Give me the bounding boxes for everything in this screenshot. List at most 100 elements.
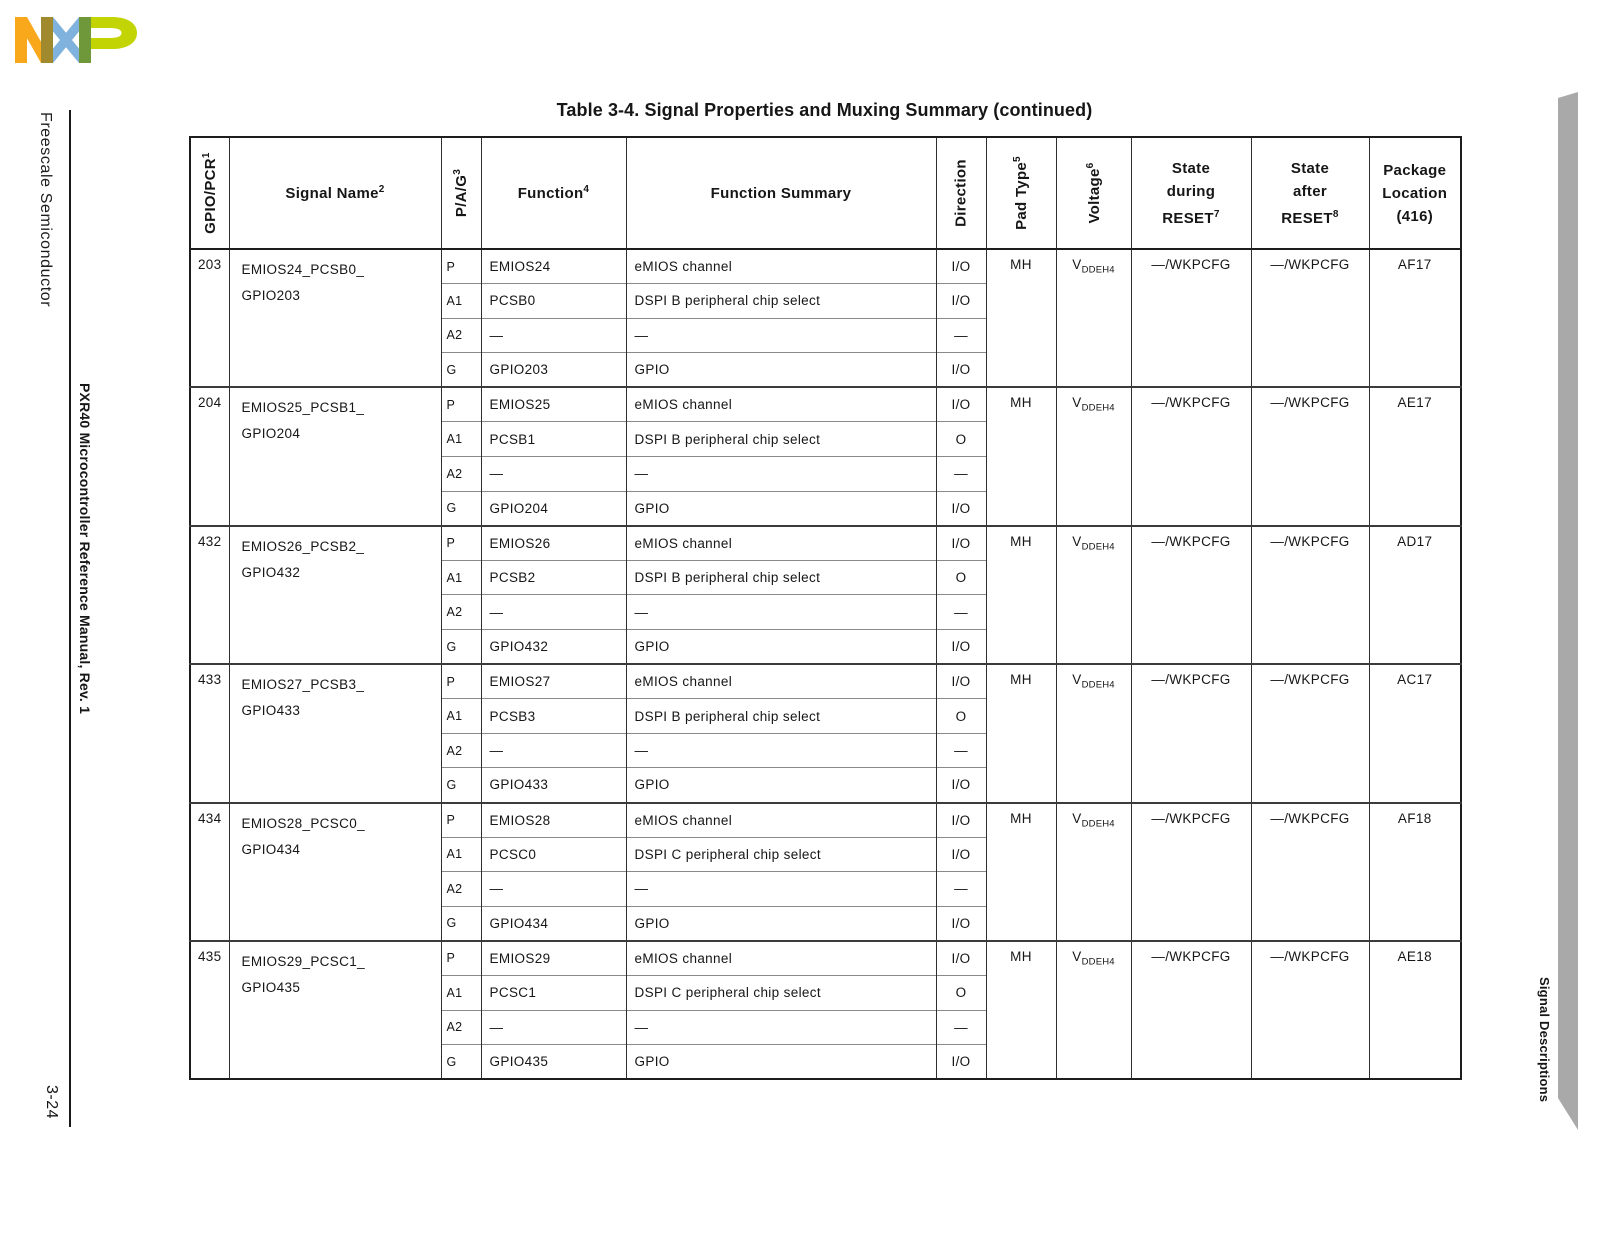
table-row: G GPIO203 GPIO I/O <box>190 352 1461 388</box>
summary-cell: — <box>625 871 937 907</box>
direction-cell: I/O <box>935 1044 987 1080</box>
logo-xp-overlap <box>79 17 91 63</box>
pad-type-cell: MH <box>985 939 1057 1080</box>
page-number-label: 3-24 <box>43 1085 60 1120</box>
direction-cell: I/O <box>935 283 987 319</box>
pcr-cell: 204 <box>189 386 230 526</box>
state-after-cell: —/WKPCFG <box>1250 247 1370 388</box>
pag-cell: P <box>440 939 482 976</box>
pag-cell: A2 <box>440 871 482 907</box>
summary-cell: DSPI B peripheral chip select <box>625 421 937 457</box>
voltage-cell: VDDEH4 <box>1055 386 1132 526</box>
state-during-cell: —/WKPCFG <box>1130 524 1252 665</box>
table-row: A2— — — <box>190 317 1461 353</box>
header-package-location: Package Location (416) <box>1368 137 1462 250</box>
header-package-line3: (416) <box>1396 207 1434 225</box>
header-voltage: Voltage6 <box>1055 137 1132 250</box>
pag-cell: G <box>440 490 482 526</box>
header-signal-name: Signal Name2 <box>228 137 442 250</box>
table-row: G GPIO435 GPIO I/O <box>190 1044 1461 1080</box>
function-cell: — <box>480 456 627 492</box>
header-pag: P/A/G3 <box>440 137 482 250</box>
table-row: 434 EMIOS28_PCSC0_ GPIO434 P EMIOS28 eMIOS ch… <box>189 801 1462 941</box>
signal-name-cell: EMIOS29_PCSC1_ GPIO435 <box>228 939 442 1080</box>
pad-type-cell: MH <box>985 524 1057 665</box>
pcr-cell: 203 <box>189 247 230 388</box>
table-row: G GPIO432 GPIO I/O <box>190 629 1461 665</box>
header-pag-footnote: 3 <box>452 168 463 175</box>
function-cell: EMIOS27 <box>480 663 627 699</box>
table-row: A1 PCSB2 DSPI B peripheral chip select O <box>190 559 1461 595</box>
header-package-line2: Location <box>1382 184 1448 202</box>
function-cell: GPIO434 <box>480 905 627 941</box>
direction-cell: — <box>935 1009 987 1045</box>
state-after-cell: —/WKPCFG <box>1250 663 1370 803</box>
header-state-during-line1: State <box>1171 159 1211 177</box>
summary-cell: — <box>625 317 937 353</box>
pag-cell: A1 <box>440 836 482 872</box>
direction-cell: O <box>935 698 987 734</box>
function-cell: EMIOS26 <box>480 524 627 561</box>
direction-cell: I/O <box>935 490 987 526</box>
pag-cell: G <box>440 1044 482 1080</box>
direction-cell: I/O <box>935 801 987 838</box>
header-signal-name-label: Signal Name <box>285 185 379 202</box>
signal-name-cell: EMIOS26_PCSB2_ GPIO432 <box>228 524 442 665</box>
function-cell: GPIO203 <box>480 352 627 388</box>
header-direction-label: Direction <box>952 159 970 227</box>
state-during-cell: —/WKPCFG <box>1130 663 1252 803</box>
table-row: A1 PCSC0 DSPI C peripheral chip select I/O <box>190 836 1461 872</box>
summary-cell: DSPI C peripheral chip select <box>625 974 937 1011</box>
header-gpio-pcr-label: GPIO/PCR <box>201 158 219 234</box>
function-cell: GPIO204 <box>480 490 627 526</box>
direction-cell: — <box>935 871 987 907</box>
pag-cell: A2 <box>440 732 482 768</box>
header-pad-type-label: Pad Type <box>1013 161 1030 230</box>
header-function-summary-label: Function Summary <box>710 184 852 202</box>
pag-cell: G <box>440 767 482 803</box>
signal-name-cell: EMIOS27_PCSB3_ GPIO433 <box>228 663 442 803</box>
pad-type-cell: MH <box>985 386 1057 526</box>
pad-type-cell: MH <box>985 247 1057 388</box>
summary-cell: eMIOS channel <box>625 939 937 976</box>
pag-cell: A1 <box>440 698 482 734</box>
direction-cell: I/O <box>935 939 987 976</box>
table-row: 435 EMIOS29_PCSC1_ GPIO435 P EMIOS29 eMIOS ch… <box>189 939 1462 1080</box>
pag-cell: P <box>440 386 482 422</box>
table-row: A1 PCSC1 DSPI C peripheral chip select O <box>190 974 1461 1011</box>
function-cell: — <box>480 871 627 907</box>
table-row: A2— — — <box>190 1009 1461 1045</box>
state-during-cell: —/WKPCFG <box>1130 247 1252 388</box>
header-function: Function4 <box>480 137 627 250</box>
table-row: G GPIO434 GPIO I/O <box>190 905 1461 941</box>
summary-cell: DSPI B peripheral chip select <box>625 559 937 595</box>
state-during-cell: —/WKPCFG <box>1130 386 1252 526</box>
summary-cell: GPIO <box>625 905 937 941</box>
direction-cell: I/O <box>935 248 987 284</box>
voltage-cell: VDDEH4 <box>1055 524 1132 665</box>
summary-cell: GPIO <box>625 490 937 526</box>
table-row: A2— — — <box>190 732 1461 768</box>
pag-cell: A1 <box>440 421 482 457</box>
header-function-label: Function <box>517 185 584 202</box>
function-cell: PCSB1 <box>480 421 627 457</box>
table-body: 203 EMIOS24_PCSB0_ GPIO203 P EMIOS24 eMIOS ch… <box>189 247 1462 1080</box>
direction-cell: — <box>935 456 987 492</box>
function-cell: EMIOS25 <box>480 386 627 422</box>
table-row: 433 EMIOS27_PCSB3_ GPIO433 P EMIOS27 eMIOS ch… <box>189 663 1462 803</box>
signal-name-cell: EMIOS28_PCSC0_ GPIO434 <box>228 801 442 941</box>
table-row: A1 PCSB1 DSPI B peripheral chip select O <box>190 421 1461 457</box>
summary-cell: DSPI B peripheral chip select <box>625 283 937 319</box>
header-pag-label: P/A/G <box>453 174 470 218</box>
header-pad-type-footnote: 5 <box>1012 156 1023 162</box>
state-after-cell: —/WKPCFG <box>1250 801 1370 941</box>
summary-cell: GPIO <box>625 1044 937 1080</box>
direction-cell: — <box>935 594 987 630</box>
header-gpio-pcr: GPIO/PCR1 <box>189 137 230 250</box>
voltage-cell: VDDEH4 <box>1055 663 1132 803</box>
function-cell: PCSB2 <box>480 559 627 595</box>
table-row: 203 EMIOS24_PCSB0_ GPIO203 P EMIOS24 eMIOS ch… <box>189 247 1462 388</box>
signal-table: GPIO/PCR1 Signal Name2 P/A/G3 Function4 … <box>189 136 1462 1081</box>
header-direction: Direction <box>935 137 987 250</box>
logo-nx-overlap <box>41 17 53 63</box>
